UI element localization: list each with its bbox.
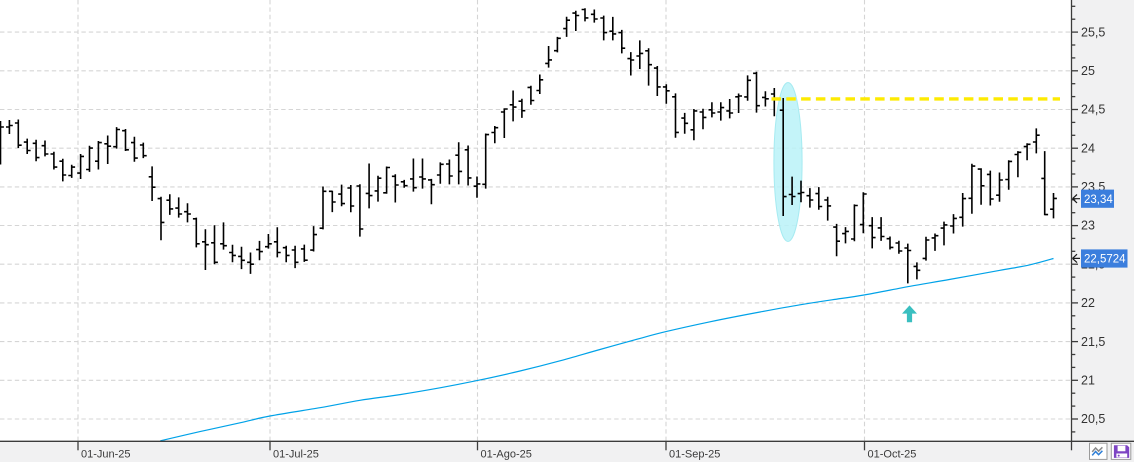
svg-text:23,34: 23,34 <box>1084 194 1113 206</box>
svg-text:24: 24 <box>1081 141 1095 155</box>
svg-text:01-Ago-25: 01-Ago-25 <box>481 449 532 461</box>
svg-text:22,5724: 22,5724 <box>1084 254 1126 266</box>
svg-text:20,5: 20,5 <box>1081 412 1105 426</box>
svg-text:25,5: 25,5 <box>1081 25 1105 39</box>
svg-text:25: 25 <box>1081 64 1095 78</box>
svg-text:01-Jun-25: 01-Jun-25 <box>81 449 131 461</box>
svg-text:23: 23 <box>1081 219 1095 233</box>
svg-text:22: 22 <box>1081 296 1095 310</box>
svg-text:21: 21 <box>1081 374 1095 388</box>
svg-text:01-Sep-25: 01-Sep-25 <box>669 449 720 461</box>
svg-text:01-Oct-25: 01-Oct-25 <box>868 449 917 461</box>
svg-text:24,5: 24,5 <box>1081 103 1105 117</box>
svg-text:21,5: 21,5 <box>1081 335 1105 349</box>
svg-text:01-Jul-25: 01-Jul-25 <box>273 449 319 461</box>
